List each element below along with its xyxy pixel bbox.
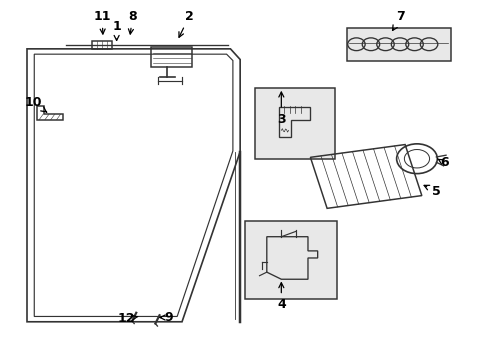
Text: 4: 4 [277, 283, 286, 311]
Text: 9: 9 [160, 311, 173, 324]
Bar [245, 221, 337, 299]
Text: 5: 5 [424, 185, 441, 198]
Text: 6: 6 [438, 157, 449, 170]
Text: 3: 3 [277, 92, 286, 126]
Text: 12: 12 [118, 312, 138, 325]
Text: 11: 11 [93, 10, 111, 34]
Text: 2: 2 [179, 10, 194, 37]
Bar [93, 41, 112, 49]
Text: 10: 10 [24, 95, 47, 112]
Text: 1: 1 [112, 21, 121, 40]
Bar [347, 28, 451, 61]
Text: 7: 7 [392, 10, 405, 31]
Bar [255, 88, 335, 159]
Text: 8: 8 [128, 10, 137, 34]
